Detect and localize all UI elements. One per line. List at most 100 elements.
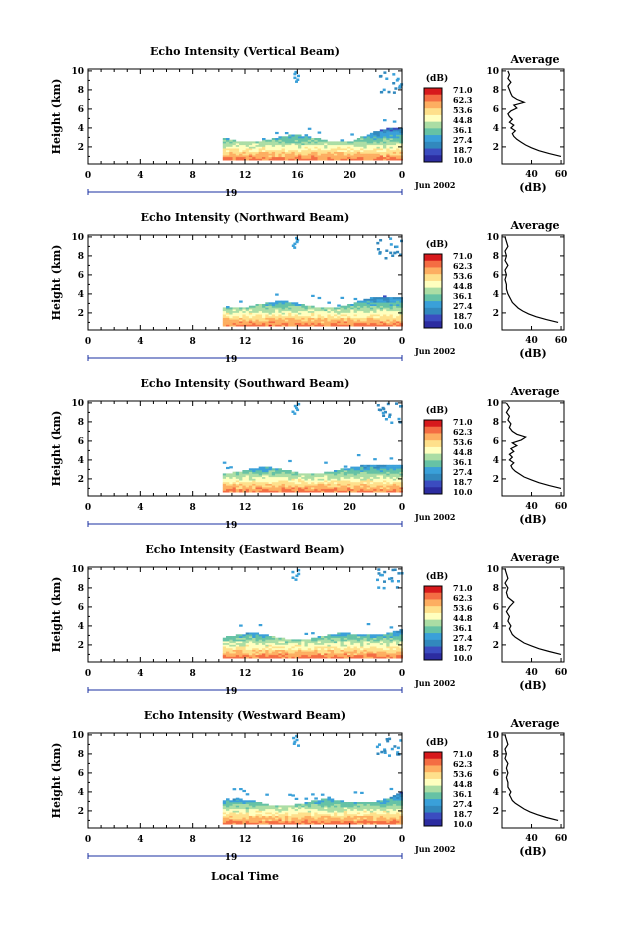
echo-cell — [373, 158, 377, 161]
echo-cell — [337, 475, 341, 478]
echo-cell — [320, 143, 325, 146]
echo-cell — [366, 317, 371, 320]
echo-cell — [301, 475, 305, 478]
echo-cell — [396, 136, 400, 139]
echo-cell — [311, 485, 315, 488]
echo-cell — [301, 488, 305, 491]
echo-cell — [258, 141, 263, 144]
echo-cell — [275, 805, 279, 808]
profile-x-tick-label: 60 — [555, 502, 568, 512]
echo-cell — [245, 653, 250, 656]
echo-cell — [232, 653, 237, 656]
echo-cell — [288, 143, 292, 146]
echo-cell — [239, 475, 243, 478]
echo-cell — [281, 654, 286, 657]
echo-cell — [284, 805, 289, 808]
echo-cell — [281, 644, 286, 647]
echo-cell — [252, 155, 256, 158]
echo-cell — [324, 319, 328, 322]
echo-cell — [239, 307, 243, 310]
echo-cell — [363, 647, 367, 650]
echo-cell — [392, 300, 397, 303]
echo-cell — [373, 813, 377, 816]
echo-cell — [284, 148, 289, 151]
echo-cell — [369, 637, 374, 640]
echo-cell — [379, 321, 384, 324]
echo-cell — [363, 483, 367, 486]
echo-cell — [271, 146, 276, 149]
echo-cell — [294, 307, 299, 310]
echo-cell — [288, 309, 292, 312]
echo-cell — [226, 807, 230, 810]
echo-cell — [288, 304, 292, 307]
echo-cell — [330, 798, 335, 801]
echo-cell — [392, 134, 397, 137]
echo-cell — [258, 481, 263, 484]
echo-cell — [395, 245, 399, 248]
echo-cell — [388, 413, 392, 416]
echo-cell — [360, 485, 364, 488]
echo-cell — [396, 471, 400, 474]
echo-cell — [386, 639, 390, 642]
echo-cell — [304, 646, 309, 649]
echo-cell — [389, 476, 394, 479]
echo-cell — [291, 149, 295, 152]
echo-cell — [304, 653, 309, 656]
echo-cell — [265, 146, 269, 149]
echo-cell — [380, 750, 384, 754]
echo-cell — [392, 653, 397, 656]
echo-cell — [396, 810, 400, 813]
echo-cell — [334, 812, 338, 815]
echo-cell — [301, 322, 305, 325]
echo-cell — [265, 155, 269, 158]
echo-cell — [379, 156, 384, 159]
echo-cell — [369, 319, 374, 322]
echo-cell — [271, 471, 276, 474]
echo-cell — [399, 146, 403, 149]
echo-cell — [343, 646, 348, 649]
echo-cell — [330, 481, 335, 484]
echo-cell — [284, 314, 289, 317]
echo-cell — [324, 800, 328, 803]
echo-cell — [258, 656, 263, 659]
echo-cell — [386, 820, 390, 823]
echo-cell — [314, 144, 318, 147]
colorbar-label: 71.0 — [453, 85, 473, 95]
echo-cell — [314, 312, 318, 315]
echo-cell — [265, 815, 269, 818]
profile-x-tick-label: 40 — [525, 170, 538, 180]
echo-cell — [288, 641, 292, 644]
echo-cell — [248, 314, 253, 317]
echo-cell — [275, 305, 279, 308]
echo-cell — [265, 649, 269, 652]
echo-cell — [248, 646, 253, 649]
echo-cell — [363, 637, 367, 640]
echo-cell — [314, 155, 318, 158]
echo-cell — [265, 143, 269, 146]
echo-cell — [265, 314, 269, 317]
echo-cell — [378, 743, 381, 746]
echo-cell — [399, 654, 403, 657]
echo-cell — [373, 146, 377, 149]
echo-cell — [396, 315, 400, 318]
echo-cell — [399, 129, 403, 132]
echo-cell — [330, 151, 335, 154]
echo-cell — [389, 644, 394, 647]
echo-cell — [347, 636, 351, 639]
echo-cell — [248, 473, 253, 476]
echo-cell — [376, 324, 381, 327]
echo-cell — [366, 153, 371, 156]
echo-cell — [275, 324, 279, 327]
echo-cell — [248, 817, 253, 820]
echo-cell — [330, 148, 335, 151]
echo-cell — [389, 297, 394, 300]
echo-cell — [242, 812, 246, 815]
echo-cell — [311, 141, 315, 144]
echo-cell — [396, 796, 400, 799]
echo-cell — [356, 466, 361, 469]
echo-cell — [366, 324, 371, 327]
echo-cell — [324, 149, 328, 152]
echo-cell — [278, 155, 282, 158]
echo-cell — [239, 819, 243, 822]
profile-line — [504, 734, 559, 821]
